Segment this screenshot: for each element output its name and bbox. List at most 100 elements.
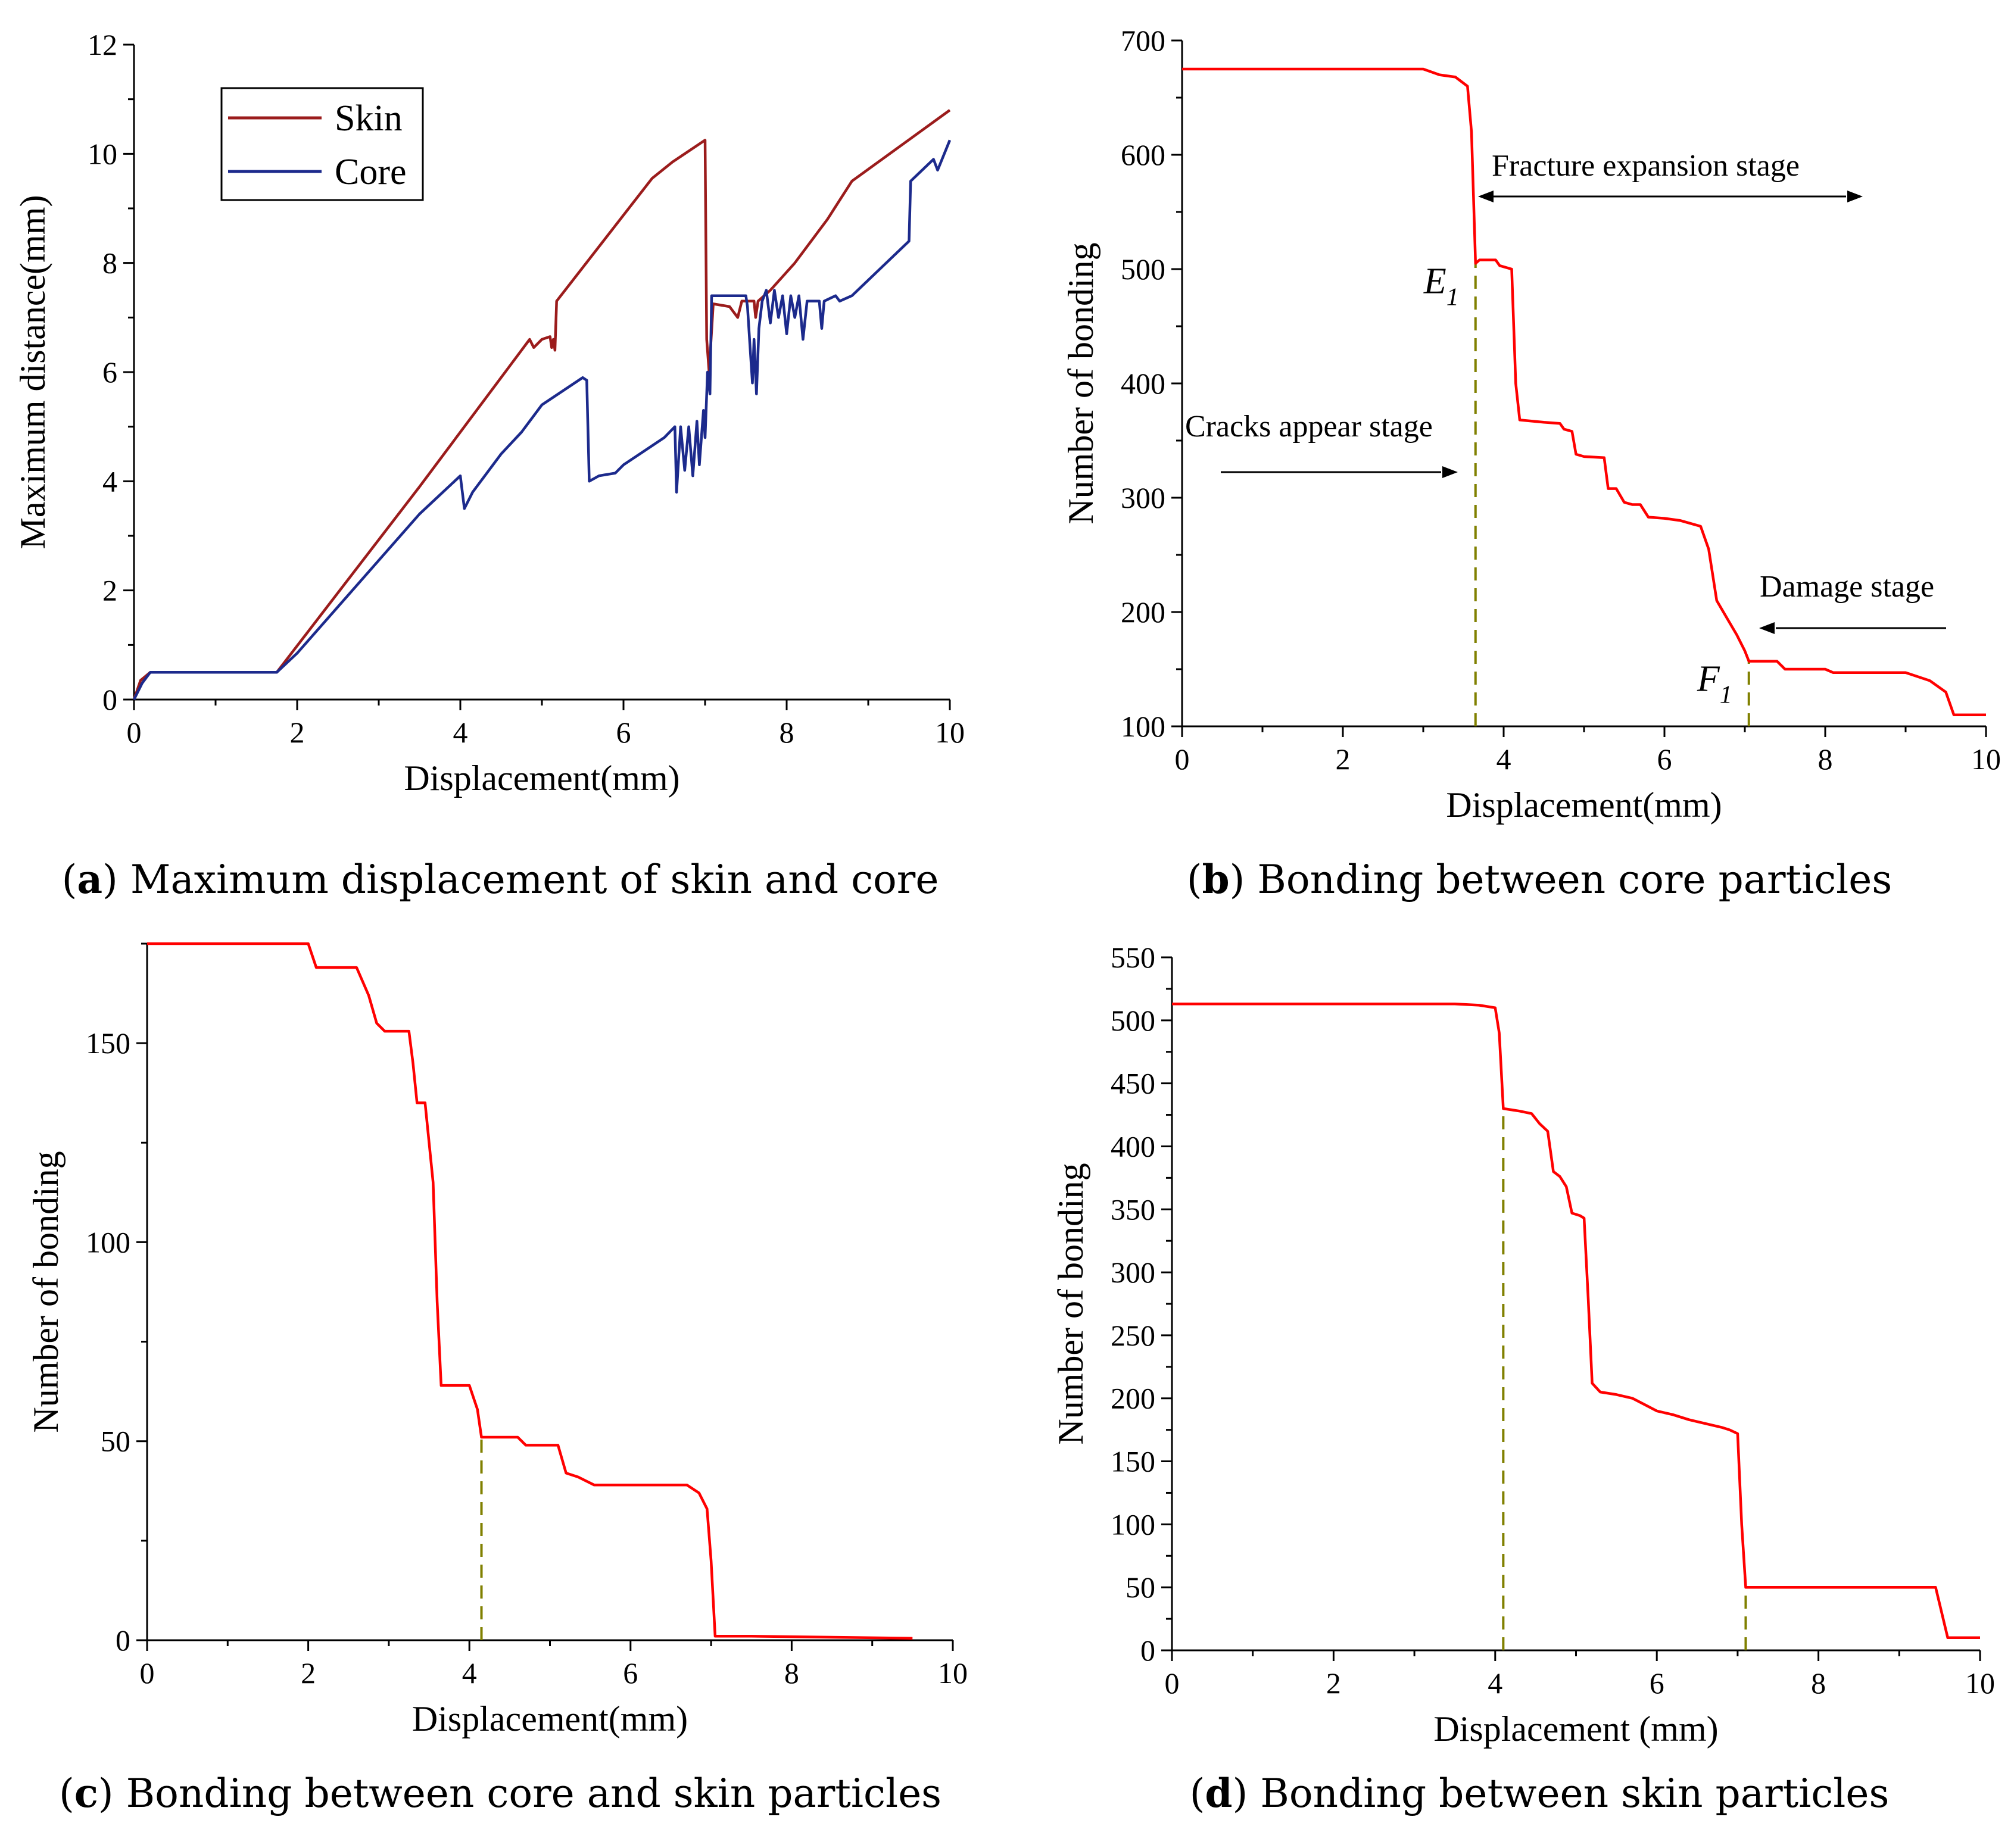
caption-letter: a [77,856,102,903]
y-tick-label: 12 [88,28,117,61]
x-tick-label: 2 [301,1656,316,1690]
arrow-head [1847,191,1863,202]
y-tick-label: 0 [116,1624,130,1657]
x-tick-label: 10 [1965,1666,1995,1700]
y-tick-label: 50 [101,1425,130,1458]
x-tick-label: 8 [1818,742,1833,776]
y-tick-label: 450 [1111,1067,1155,1100]
x-tick-label: 8 [1811,1666,1826,1700]
caption-b: (b) Bonding between core particles [1187,856,1892,903]
y-tick-label: 600 [1121,138,1165,171]
annotation-damage: Damage stage [1760,570,1934,604]
x-tick-label: 0 [1165,1666,1180,1700]
point-label-sub: 1 [1446,283,1459,311]
caption-paren-close: ) [98,1771,126,1816]
point-label-sub: 1 [1720,682,1732,709]
stage-annotations: Fracture expansion stage Cracks appear st… [1185,149,1946,634]
y-tick-label: 8 [102,246,117,280]
y-tick-label: 550 [1111,941,1155,974]
x-tick-label: 6 [616,716,631,749]
y-tick-label: 2 [102,574,117,607]
arrow-head [1759,622,1775,634]
y-tick-label: 150 [86,1026,130,1060]
x-tick-label: 2 [290,716,305,749]
x-tick-label: 2 [1336,742,1351,776]
caption-paren-open: ( [1190,1771,1205,1816]
y-tick-label: 300 [1111,1256,1155,1289]
caption-letter: b [1202,856,1230,903]
caption-paren-close: ) [1233,1771,1261,1816]
annotation-fracture: Fracture expansion stage [1492,149,1800,183]
series-line-core-skin-bonding [147,942,913,1640]
chart-d: 0 2 4 6 8 10050100150200250300350400450500550… [1051,941,1995,1816]
x-tick-label: 0 [127,716,142,749]
caption-a: (a) Maximum displacement of skin and cor… [62,856,939,903]
series-line-core-bonding [1182,67,1986,717]
y-tick-label: 6 [102,355,117,389]
x-axis-title: Displacement(mm) [412,1699,688,1738]
y-tick-label: 0 [1140,1634,1155,1667]
x-tick-label: 4 [1497,742,1511,776]
annotation-cracks: Cracks appear stage [1185,410,1433,444]
y-tick-label: 150 [1111,1445,1155,1478]
y-tick-label: 100 [86,1225,130,1259]
x-tick-label: 10 [938,1656,968,1690]
y-tick-label: 4 [102,464,117,498]
point-label: E1 [1423,261,1459,311]
legend: Skin Core [220,87,424,201]
caption-letter: d [1205,1770,1232,1816]
y-tick-label: 200 [1121,595,1165,629]
x-axis-title: Displacement(mm) [1446,785,1722,825]
caption-text: Bonding between core and skin particles [126,1771,941,1816]
x-tick-label: 0 [140,1656,155,1690]
caption-paren-close: ) [102,857,130,903]
y-tick-label: 500 [1111,1004,1155,1037]
y-tick-label: 50 [1126,1571,1155,1604]
caption-paren-open: ( [59,1771,74,1816]
caption-d: (d) Bonding between skin particles [1190,1770,1890,1816]
arrow-head [1478,191,1494,202]
x-axis-title: Displacement(mm) [404,758,679,798]
chart-a: 0 2 4 6 8 10 0 2 4 6 8 10 12 Displacement(mm) Maximum … [13,28,965,903]
x-tick-label: 6 [1657,742,1672,776]
y-tick-label: 350 [1111,1193,1155,1226]
caption-text: Maximum displacement of skin and core [130,857,939,903]
y-axis-title: Number of bonding [26,1151,66,1432]
series-line-skin-bonding [1172,1003,1980,1640]
point-label: F1 [1697,659,1732,709]
y-tick-label: 500 [1121,252,1165,286]
y-tick-label: 200 [1111,1382,1155,1415]
x-tick-label: 8 [780,716,794,749]
legend-label: Core [335,152,407,192]
point-label-main: E [1423,261,1446,301]
y-tick-label: 250 [1111,1319,1155,1352]
y-tick-label: 400 [1111,1129,1155,1163]
caption-text: Bonding between core particles [1257,857,1892,903]
x-tick-label: 6 [1650,1666,1664,1700]
series-line-skin [132,109,951,700]
y-tick-label: 400 [1121,367,1165,400]
arrow-head [1442,466,1458,478]
caption-paren-open: ( [62,857,77,903]
y-tick-label: 300 [1121,481,1165,514]
y-axis-title: Number of bonding [1061,242,1100,524]
x-tick-label: 10 [1971,742,2001,776]
series-line-core [132,139,952,701]
x-tick-label: 4 [453,716,468,749]
point-label-main: F [1697,659,1720,700]
x-tick-label: 10 [935,716,965,749]
x-tick-label: 4 [1488,1666,1502,1700]
y-tick-label: 100 [1121,710,1165,743]
y-tick-label: 700 [1121,24,1165,57]
y-tick-label: 10 [88,137,117,170]
y-axis-title: Maximum distance(mm) [13,195,52,550]
y-tick-label: 0 [102,683,117,716]
caption-paren-close: ) [1230,857,1258,903]
y-tick-label: 100 [1111,1507,1155,1541]
x-tick-label: 8 [784,1656,799,1690]
caption-text: Bonding between skin particles [1260,1771,1889,1816]
x-tick-label: 6 [623,1656,638,1690]
legend-label: Skin [335,98,403,139]
